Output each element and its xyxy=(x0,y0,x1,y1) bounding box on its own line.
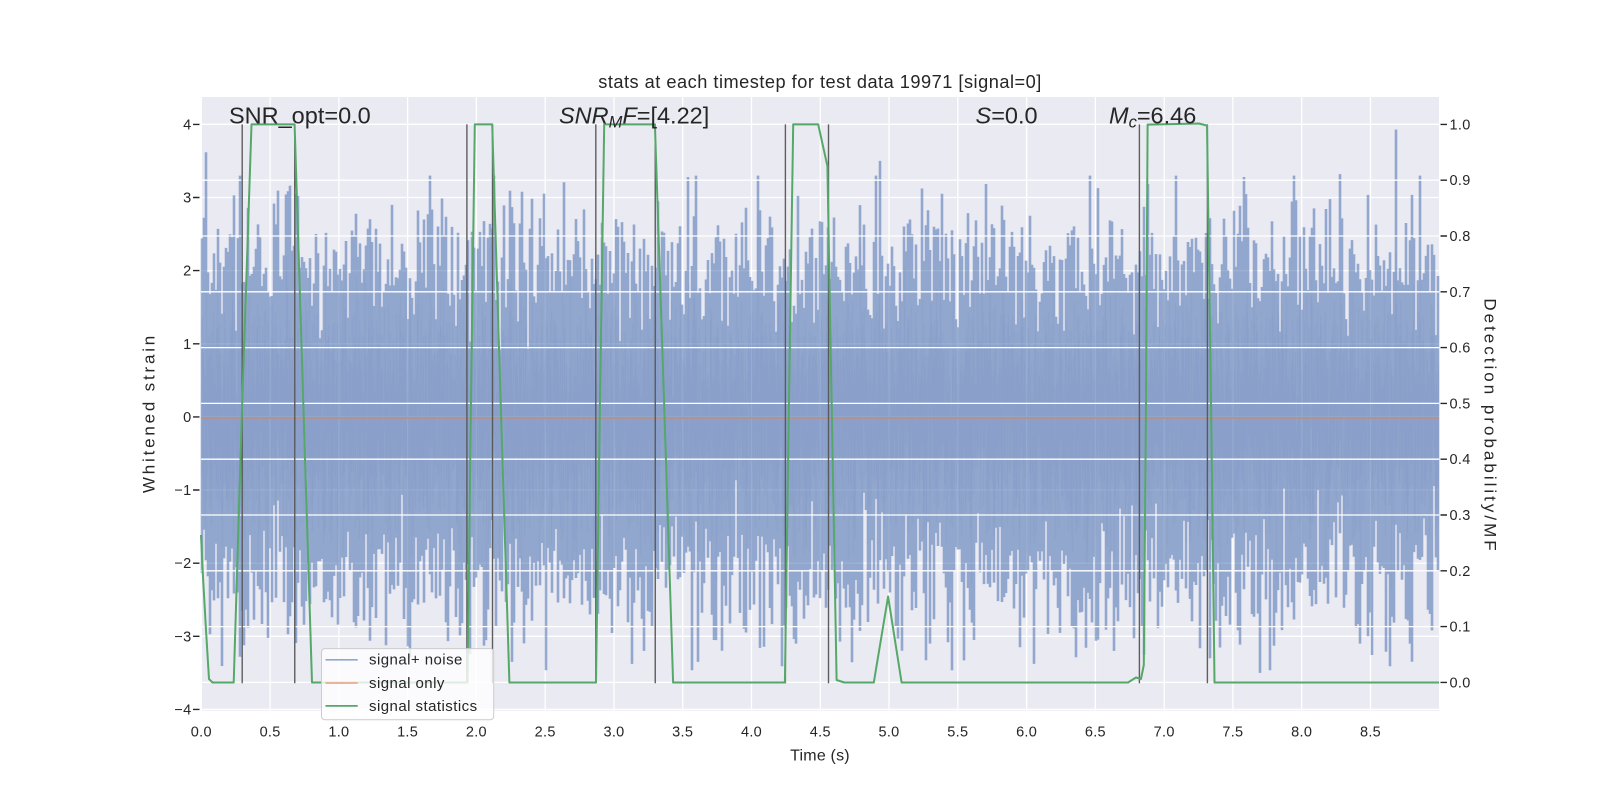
svg-text:5.5: 5.5 xyxy=(947,725,968,741)
svg-text:signal only: signal only xyxy=(369,675,445,692)
svg-text:1.0: 1.0 xyxy=(1450,117,1471,133)
svg-text:0.2: 0.2 xyxy=(1450,564,1471,580)
svg-text:0.6: 0.6 xyxy=(1450,341,1471,357)
svg-text:signal+ noise: signal+ noise xyxy=(369,652,463,669)
svg-text:Mc=6.46: Mc=6.46 xyxy=(1109,103,1196,132)
svg-text:6.5: 6.5 xyxy=(1085,725,1106,741)
svg-text:1.5: 1.5 xyxy=(397,725,418,741)
svg-text:Detection probability/MF: Detection probability/MF xyxy=(1481,298,1500,553)
svg-text:1.0: 1.0 xyxy=(328,725,349,741)
svg-text:3: 3 xyxy=(183,191,191,207)
svg-text:S=0.0: S=0.0 xyxy=(976,103,1038,129)
svg-text:4.0: 4.0 xyxy=(741,725,762,741)
svg-text:7.5: 7.5 xyxy=(1222,725,1243,741)
svg-text:3.5: 3.5 xyxy=(672,725,693,741)
svg-text:2.5: 2.5 xyxy=(535,725,556,741)
svg-text:8.5: 8.5 xyxy=(1360,725,1381,741)
svg-text:0.9: 0.9 xyxy=(1450,173,1471,189)
svg-text:−2: −2 xyxy=(174,556,191,572)
svg-text:−3: −3 xyxy=(174,629,191,645)
svg-text:7.0: 7.0 xyxy=(1154,725,1175,741)
svg-text:4.5: 4.5 xyxy=(810,725,831,741)
svg-text:0.4: 0.4 xyxy=(1450,452,1471,468)
svg-text:5.0: 5.0 xyxy=(878,725,899,741)
svg-text:0.7: 0.7 xyxy=(1450,285,1471,301)
svg-text:SNRMF=[4.22]: SNRMF=[4.22] xyxy=(559,103,709,132)
svg-text:signal statistics: signal statistics xyxy=(369,698,478,715)
svg-text:3.0: 3.0 xyxy=(603,725,624,741)
svg-text:0.5: 0.5 xyxy=(260,725,281,741)
svg-text:1: 1 xyxy=(183,337,191,353)
svg-text:2.0: 2.0 xyxy=(466,725,487,741)
svg-text:stats at each timestep for tes: stats at each timestep for test data 199… xyxy=(598,72,1042,92)
svg-text:Whitened strain: Whitened strain xyxy=(140,333,159,493)
svg-text:0.3: 0.3 xyxy=(1450,508,1471,524)
svg-text:0.0: 0.0 xyxy=(1450,675,1471,691)
svg-text:0.1: 0.1 xyxy=(1450,620,1471,636)
svg-text:0: 0 xyxy=(183,410,191,426)
svg-text:Time (s): Time (s) xyxy=(790,748,850,765)
svg-text:6.0: 6.0 xyxy=(1016,725,1037,741)
svg-text:8.0: 8.0 xyxy=(1291,725,1312,741)
svg-text:SNR_opt=0.0: SNR_opt=0.0 xyxy=(229,103,371,129)
svg-text:4: 4 xyxy=(183,117,191,133)
svg-text:−4: −4 xyxy=(174,702,191,718)
svg-text:2: 2 xyxy=(183,264,191,280)
svg-text:0.5: 0.5 xyxy=(1450,396,1471,412)
svg-text:0.8: 0.8 xyxy=(1450,229,1471,245)
svg-text:−1: −1 xyxy=(174,483,191,499)
svg-text:0.0: 0.0 xyxy=(191,725,212,741)
